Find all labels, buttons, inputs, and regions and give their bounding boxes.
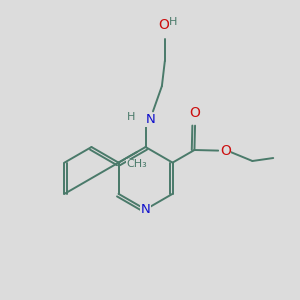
Text: CH₃: CH₃ bbox=[127, 159, 147, 170]
Text: H: H bbox=[127, 112, 135, 122]
Text: O: O bbox=[158, 18, 169, 32]
Text: O: O bbox=[220, 144, 231, 158]
Text: N: N bbox=[141, 203, 150, 216]
Text: H: H bbox=[169, 17, 177, 27]
Text: O: O bbox=[190, 106, 200, 120]
Text: N: N bbox=[146, 113, 155, 126]
